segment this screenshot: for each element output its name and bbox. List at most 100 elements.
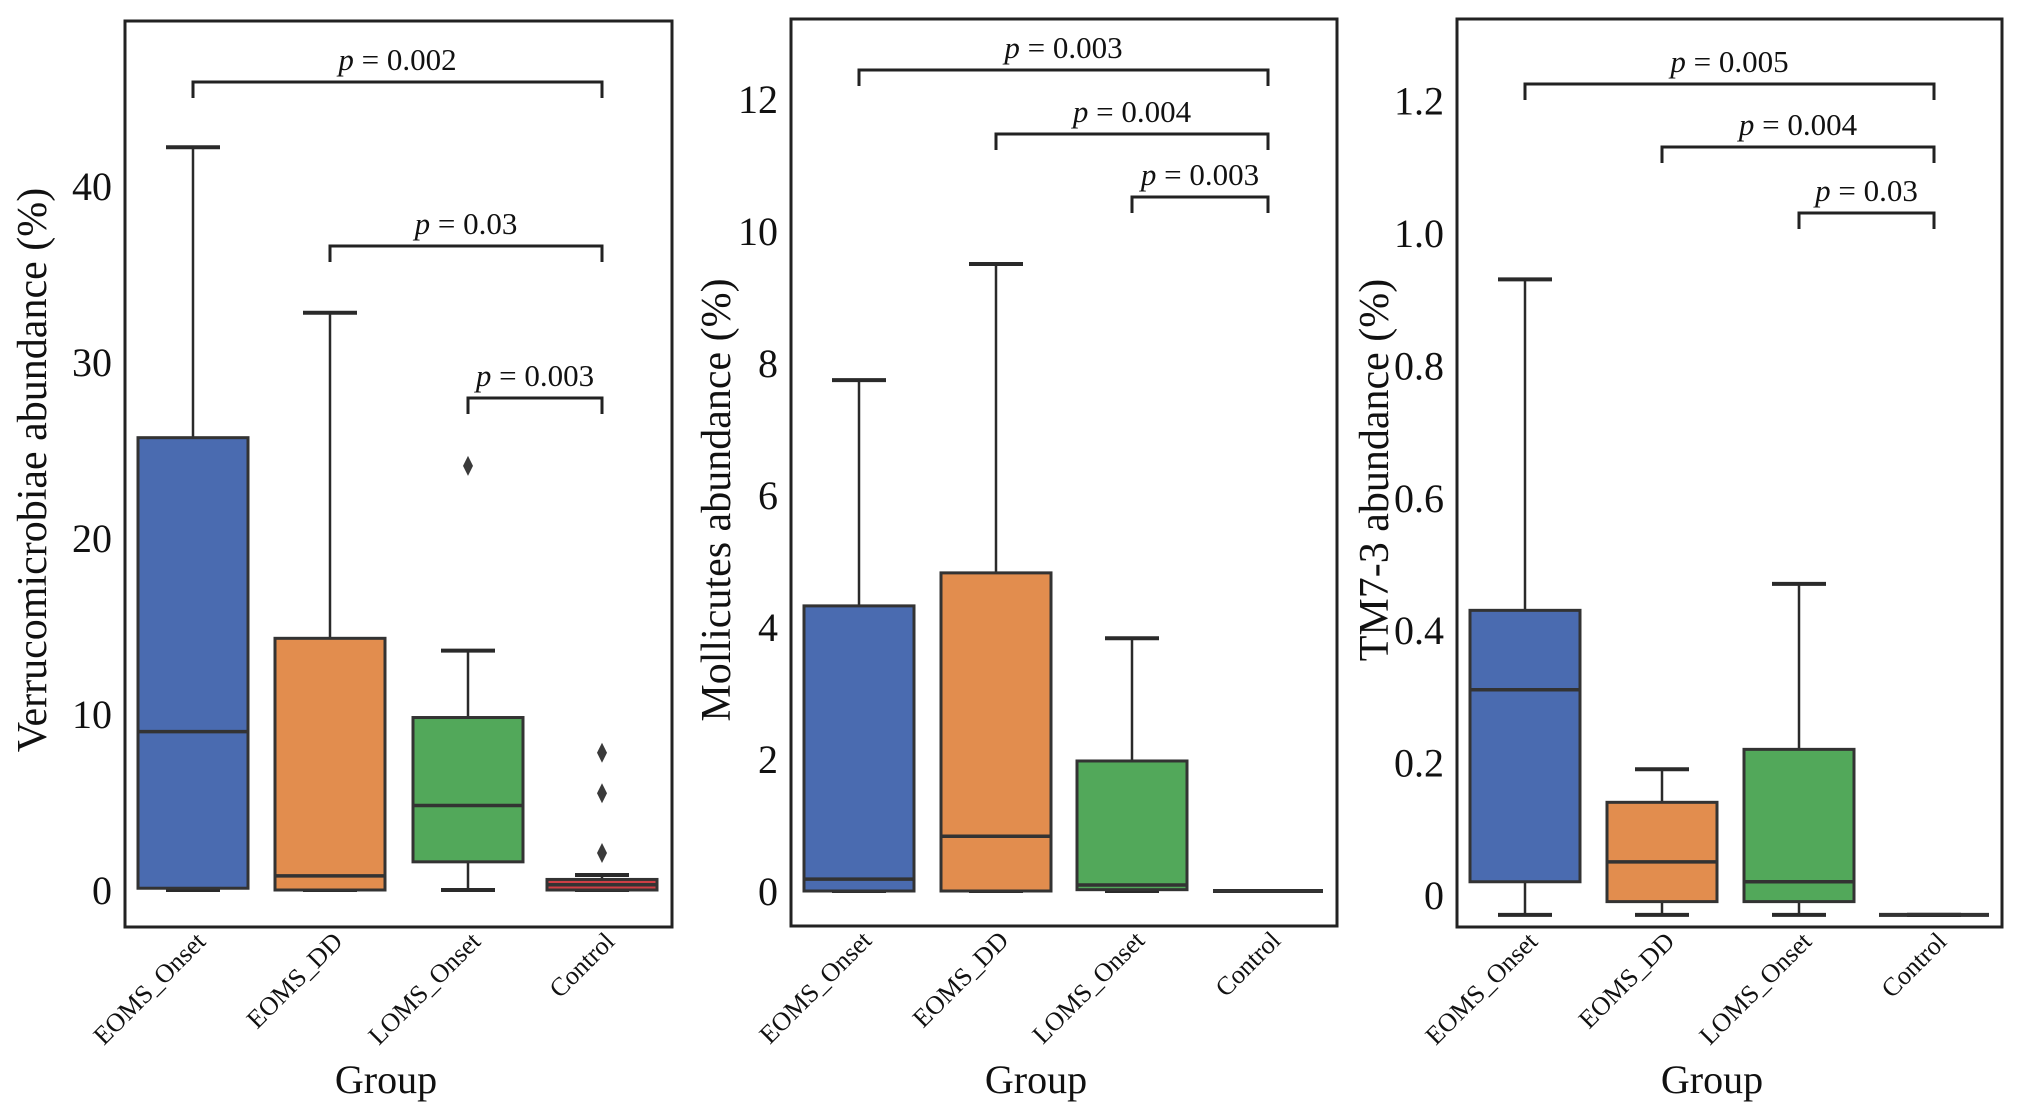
y-tick-label: 6 <box>758 473 778 518</box>
x-axis-title: Group <box>335 1057 437 1102</box>
significance-bracket <box>466 396 604 414</box>
p-value-text: = 0.004 <box>1088 94 1191 129</box>
p-symbol: p <box>1668 44 1686 79</box>
significance-bracket <box>328 244 604 262</box>
p-value-text: = 0.03 <box>1831 173 1918 208</box>
y-tick-label: 0 <box>1424 873 1444 918</box>
outlier-point <box>597 843 607 864</box>
p-value-label: p = 0.003 <box>1002 30 1122 65</box>
box-loms-onset <box>411 455 525 892</box>
p-value-label: p = 0.004 <box>1071 94 1192 129</box>
y-tick-label: 10 <box>72 692 112 737</box>
outlier-point <box>463 455 473 476</box>
p-value-label: p = 0.005 <box>1668 44 1788 79</box>
box-eoms-dd <box>939 262 1053 893</box>
box-eoms-onset <box>802 378 916 893</box>
x-axis-title: Group <box>985 1057 1087 1102</box>
panel-verrucomicrobiae: Verrucomicrobiae abundance (%) Group 0 10… <box>10 19 674 1102</box>
plot-frame <box>789 17 1339 928</box>
box-body <box>1468 608 1582 884</box>
p-value-text: = 0.004 <box>1754 107 1857 142</box>
p-value-label: p = 0.003 <box>474 358 594 393</box>
p-symbol: p <box>1071 94 1089 129</box>
p-value-label: p = 0.03 <box>413 206 518 241</box>
p-symbol: p <box>336 42 354 77</box>
significance-bracket <box>994 132 1270 150</box>
box-body <box>1605 800 1719 904</box>
box-body <box>802 604 916 893</box>
significance-bracket <box>1130 195 1270 213</box>
significance-bracket <box>1523 82 1936 100</box>
x-tick-label: EOMS_Onset <box>1420 926 1544 1050</box>
y-tick-label: 1.0 <box>1394 211 1444 256</box>
outlier-point <box>597 783 607 804</box>
box-eoms-onset <box>136 145 250 892</box>
box-body <box>273 636 387 892</box>
box-body <box>1075 759 1189 892</box>
p-value-text: = 0.003 <box>1020 30 1123 65</box>
box-loms-onset <box>1742 581 1856 917</box>
plot-frame <box>1455 17 2004 929</box>
x-tick-label: LOMS_Onset <box>1027 925 1151 1049</box>
y-tick-label: 30 <box>72 340 112 385</box>
p-value-label: p = 0.004 <box>1737 107 1858 142</box>
p-value-label: p = 0.003 <box>1139 157 1259 192</box>
y-tick-label: 40 <box>72 164 112 209</box>
y-axis-title: Verrucomicrobiae abundance (%) <box>10 188 56 752</box>
y-tick-label: 4 <box>758 605 778 650</box>
x-tick-label: EOMS_DD <box>907 926 1014 1033</box>
p-symbol: p <box>1002 30 1020 65</box>
x-tick-label: Control <box>1876 927 1953 1004</box>
y-tick-label: 0.8 <box>1394 343 1444 388</box>
x-tick-label: LOMS_Onset <box>1694 926 1818 1050</box>
y-tick-label: 0 <box>758 869 778 914</box>
y-tick-label: 12 <box>738 77 778 122</box>
outlier-point <box>597 742 607 763</box>
y-tick-label: 0 <box>92 868 112 913</box>
p-symbol: p <box>1737 107 1755 142</box>
y-tick-label: 10 <box>738 209 778 254</box>
y-tick-label: 2 <box>758 737 778 782</box>
x-tick-label: EOMS_DD <box>241 927 348 1034</box>
p-value-text: = 0.002 <box>354 42 457 77</box>
significance-bracket <box>1660 145 1936 163</box>
p-value-text: = 0.003 <box>1156 157 1259 192</box>
y-tick-label: 20 <box>72 516 112 561</box>
panel-mollicutes: Mollicutes abundance (%) Group 0 2 4 6 8 10 12… <box>694 17 1339 1102</box>
x-tick-label: EOMS_Onset <box>88 926 212 1050</box>
box-control <box>545 742 659 892</box>
box-eoms-onset <box>1468 277 1582 917</box>
p-symbol: p <box>413 206 431 241</box>
x-tick-label: EOMS_DD <box>1573 927 1680 1034</box>
x-tick-label: Control <box>544 927 621 1004</box>
box-body <box>1742 747 1856 904</box>
box-loms-onset <box>1075 636 1189 893</box>
significance-bracket <box>191 80 604 98</box>
x-tick-label: LOMS_Onset <box>363 926 487 1050</box>
p-symbol: p <box>1813 173 1831 208</box>
y-axis-title: Mollicutes abundance (%) <box>694 278 740 721</box>
box-eoms-dd <box>273 310 387 892</box>
significance-bracket <box>1797 211 1936 229</box>
box-body <box>411 716 525 864</box>
p-value-text: = 0.003 <box>491 358 594 393</box>
p-value-label: p = 0.03 <box>1813 173 1918 208</box>
p-symbol: p <box>474 358 492 393</box>
x-axis-title: Group <box>1661 1057 1763 1102</box>
y-axis-title: TM7-3 abundance (%) <box>1352 279 1398 662</box>
x-tick-label: EOMS_Onset <box>754 925 878 1049</box>
y-tick-label: 0.4 <box>1394 608 1444 653</box>
plot-frame <box>123 19 674 929</box>
box-eoms-dd <box>1605 767 1719 917</box>
y-tick-label: 8 <box>758 341 778 386</box>
p-value-text: = 0.03 <box>430 206 517 241</box>
y-tick-label: 0.2 <box>1394 741 1444 786</box>
p-symbol: p <box>1139 157 1157 192</box>
box-body <box>939 571 1053 893</box>
p-value-label: p = 0.002 <box>336 42 456 77</box>
box-body <box>136 436 250 890</box>
y-tick-label: 1.2 <box>1394 79 1444 124</box>
significance-bracket <box>857 68 1270 86</box>
y-tick-label: 0.6 <box>1394 476 1444 521</box>
